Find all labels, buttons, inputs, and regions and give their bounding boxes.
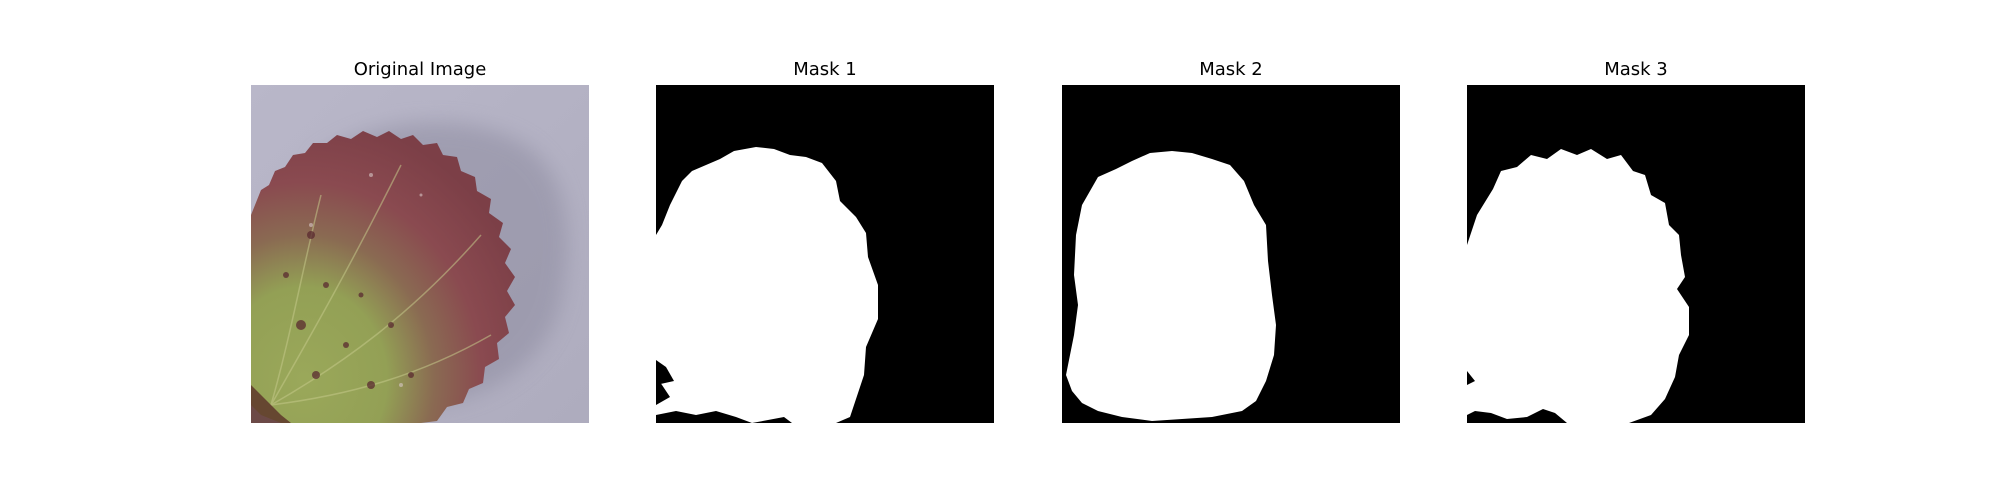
panel-original-image: Original Image — [251, 58, 589, 439]
panel-title: Mask 2 — [1199, 59, 1263, 80]
panel-mask-3: Mask 3 — [1467, 58, 1805, 439]
mask-3-drawing — [1467, 85, 1805, 423]
mask-1-drawing — [656, 85, 994, 423]
leaf-photo — [251, 85, 589, 423]
panel-title: Mask 3 — [1604, 59, 1668, 80]
panel-title: Original Image — [353, 59, 487, 80]
leaf-photo-drawing — [251, 85, 589, 423]
panel-mask-1: Mask 1 — [656, 58, 994, 439]
panel-mask-2: Mask 2 — [1062, 58, 1400, 439]
mask-2-image — [1062, 85, 1400, 423]
panel-title: Mask 1 — [793, 59, 857, 80]
mask-1-image — [656, 85, 994, 423]
mask-2-drawing — [1062, 85, 1400, 423]
mask-3-image — [1467, 85, 1805, 423]
